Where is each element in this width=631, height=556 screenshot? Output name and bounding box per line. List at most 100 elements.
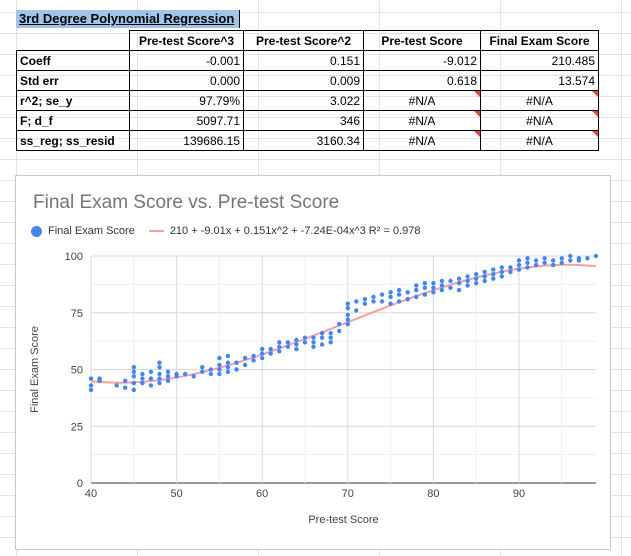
data-point: [474, 276, 479, 281]
data-point: [474, 272, 479, 277]
row-label-cell[interactable]: F; d_f: [16, 110, 130, 131]
data-point: [542, 260, 547, 265]
data-point: [499, 269, 504, 275]
chart-legend: Final Exam Score 210 + -9.01x + 0.151x^2…: [31, 225, 420, 237]
chart-title: Final Exam Score vs. Pre-test Score: [33, 192, 340, 213]
value-cell[interactable]: 0.151: [243, 50, 364, 71]
legend-series-label: Final Exam Score: [48, 225, 135, 237]
column-header[interactable]: Pre-test Score: [363, 30, 481, 51]
data-point: [217, 362, 222, 368]
x-tick-label: 60: [256, 488, 268, 500]
data-point: [516, 267, 522, 272]
data-point: [88, 387, 94, 393]
data-point: [542, 256, 547, 261]
data-point: [328, 340, 333, 345]
y-tick-label: 75: [71, 308, 83, 320]
data-point: [516, 262, 522, 268]
data-point: [225, 353, 231, 359]
value-cell[interactable]: #N/A: [363, 130, 481, 151]
row-label-cell[interactable]: ss_reg; ss_resid: [16, 130, 130, 151]
data-point: [148, 369, 154, 374]
data-point: [294, 342, 299, 347]
column-header[interactable]: Pre-test Score^2: [243, 30, 364, 51]
data-point: [431, 290, 436, 295]
data-point: [551, 262, 556, 268]
data-point: [260, 351, 265, 356]
data-point: [183, 371, 188, 377]
data-point: [482, 274, 487, 279]
value-cell[interactable]: 3.022: [243, 90, 364, 111]
data-point: [568, 253, 573, 259]
data-point: [396, 287, 402, 293]
data-point: [516, 258, 522, 263]
data-point: [405, 296, 410, 302]
value-cell[interactable]: #N/A: [480, 130, 599, 151]
data-point: [439, 283, 445, 288]
value-cell[interactable]: 346: [243, 110, 364, 131]
data-point: [396, 299, 402, 304]
row-label-cell[interactable]: r^2; se_y: [16, 90, 130, 111]
error-indicator-icon[interactable]: [474, 91, 480, 97]
value-cell[interactable]: -9.012: [363, 50, 481, 71]
data-point: [277, 349, 282, 354]
value-cell[interactable]: 139686.15: [129, 130, 244, 151]
regression-title-cell[interactable]: 3rd Degree Polynomial Regression: [16, 10, 240, 28]
data-point: [576, 256, 582, 261]
data-point: [148, 376, 154, 381]
data-point: [345, 321, 350, 327]
data-point: [285, 344, 291, 349]
value-cell[interactable]: 3160.34: [243, 130, 364, 151]
value-cell[interactable]: 210.485: [480, 50, 599, 71]
data-point: [354, 308, 359, 313]
data-point: [337, 321, 342, 327]
value-cell[interactable]: 5097.71: [129, 110, 244, 131]
row-label-cell[interactable]: Std err: [16, 70, 130, 91]
value-cell[interactable]: #N/A: [363, 90, 481, 111]
error-indicator-icon[interactable]: [474, 111, 480, 117]
data-point: [337, 328, 342, 334]
data-point: [123, 385, 128, 390]
column-header[interactable]: Pre-test Score^3: [129, 30, 244, 51]
value-cell[interactable]: 97.79%: [129, 90, 244, 111]
data-point: [294, 337, 299, 343]
error-indicator-icon[interactable]: [592, 131, 598, 137]
plot-area: 0 25 50 75 100 40 50 60 70 80 90 Pre-test Score Fina…: [29, 251, 599, 526]
data-point: [260, 355, 265, 361]
column-header[interactable]: Final Exam Score: [480, 30, 599, 51]
y-tick-label: 25: [71, 421, 83, 433]
data-point: [234, 360, 239, 365]
value-cell[interactable]: #N/A: [480, 90, 599, 111]
data-point: [379, 299, 385, 304]
data-point: [157, 371, 162, 377]
data-point: [294, 346, 299, 352]
value-cell[interactable]: #N/A: [480, 110, 599, 131]
data-point: [268, 346, 273, 352]
data-point: [165, 374, 171, 379]
scatter-chart[interactable]: Final Exam Score vs. Pre-test Score Fina…: [15, 175, 611, 550]
data-point: [242, 355, 248, 361]
table-row: Std err 0.000 0.009 0.618 13.574: [16, 70, 599, 91]
data-point: [491, 267, 496, 272]
legend-trendline-marker: [148, 230, 164, 232]
value-cell[interactable]: 0.618: [363, 70, 481, 91]
error-indicator-icon[interactable]: [592, 111, 598, 117]
value-cell[interactable]: 13.574: [480, 70, 599, 91]
value-cell[interactable]: 0.009: [243, 70, 364, 91]
value-cell[interactable]: #N/A: [363, 110, 481, 131]
y-tick-label: 50: [71, 365, 83, 377]
data-point: [345, 301, 350, 306]
data-point: [88, 376, 94, 381]
error-indicator-icon[interactable]: [592, 91, 598, 97]
header-corner-cell[interactable]: [16, 30, 130, 51]
data-point: [234, 367, 239, 372]
data-point: [456, 287, 462, 293]
data-point: [217, 367, 222, 372]
row-label-cell[interactable]: Coeff: [16, 50, 130, 71]
y-axis-title: Final Exam Score: [29, 326, 41, 413]
data-point: [319, 335, 325, 340]
error-indicator-icon[interactable]: [474, 131, 480, 137]
value-cell[interactable]: -0.001: [129, 50, 244, 71]
data-point: [311, 344, 316, 349]
value-cell[interactable]: 0.000: [129, 70, 244, 91]
trendline: [90, 263, 597, 384]
